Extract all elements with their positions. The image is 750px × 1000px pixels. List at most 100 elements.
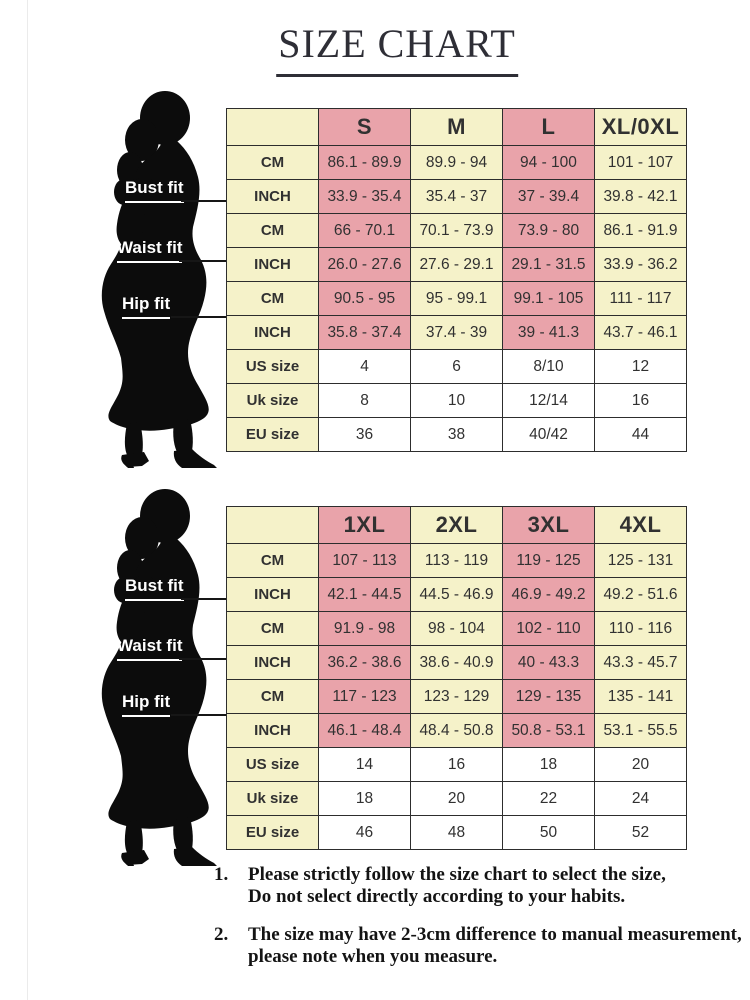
column-header: 4XL [594, 506, 687, 544]
value-cell: 98 - 104 [410, 611, 503, 646]
value-cell: 86.1 - 91.9 [594, 213, 687, 248]
value-cell: 4 [318, 349, 411, 384]
table-row: INCH 26.0 - 27.6 27.6 - 29.1 29.1 - 31.5 33.… [226, 247, 687, 282]
row-label: INCH [226, 645, 319, 680]
value-cell: 49.2 - 51.6 [594, 577, 687, 612]
table-row: CM 91.9 - 98 98 - 104 102 - 110 110 - 116 [226, 611, 687, 646]
value-cell: 44 [594, 417, 687, 452]
value-cell: 16 [594, 383, 687, 418]
value-cell: 26.0 - 27.6 [318, 247, 411, 282]
table-row: US size 14 16 18 20 [226, 747, 687, 782]
value-cell: 10 [410, 383, 503, 418]
hip-connector-line [171, 714, 227, 716]
value-cell: 125 - 131 [594, 543, 687, 578]
value-cell: 38 [410, 417, 503, 452]
corner-cell [226, 506, 319, 544]
value-cell: 40 - 43.3 [502, 645, 595, 680]
value-cell: 20 [410, 781, 503, 816]
value-cell: 12 [594, 349, 687, 384]
value-cell: 29.1 - 31.5 [502, 247, 595, 282]
value-cell: 38.6 - 40.9 [410, 645, 503, 680]
value-cell: 129 - 135 [502, 679, 595, 714]
table-row: EU size 36 38 40/42 44 [226, 417, 687, 452]
value-cell: 6 [410, 349, 503, 384]
page-title: SIZE CHART [276, 20, 518, 77]
value-cell: 86.1 - 89.9 [318, 145, 411, 180]
value-cell: 12/14 [502, 383, 595, 418]
table-row: US size 4 6 8/10 12 [226, 349, 687, 384]
value-cell: 8/10 [502, 349, 595, 384]
value-cell: 36.2 - 38.6 [318, 645, 411, 680]
note-line: Please strictly follow the size chart to… [248, 864, 666, 885]
bust-connector-line [181, 598, 227, 600]
row-label: INCH [226, 713, 319, 748]
page-edge-line [27, 0, 28, 1000]
notes-list: 1. Please strictly follow the size chart… [214, 864, 750, 984]
column-header: L [502, 108, 595, 146]
value-cell: 117 - 123 [318, 679, 411, 714]
table-row: CM 107 - 113 113 - 119 119 - 125 125 - 131 [226, 543, 687, 578]
value-cell: 39 - 41.3 [502, 315, 595, 350]
value-cell: 37 - 39.4 [502, 179, 595, 214]
value-cell: 35.8 - 37.4 [318, 315, 411, 350]
size-chart-section-2: Bust fit Waist fit Hip fit 1XL 2XL 3XL 4XL C… [0, 486, 750, 878]
value-cell: 16 [410, 747, 503, 782]
row-label: EU size [226, 815, 319, 850]
header-row: S M L XL/0XL [226, 108, 687, 146]
value-cell: 46.1 - 48.4 [318, 713, 411, 748]
hip-fit-label: Hip fit [122, 294, 171, 319]
value-cell: 8 [318, 383, 411, 418]
header-row: 1XL 2XL 3XL 4XL [226, 506, 687, 544]
row-label: US size [226, 349, 319, 384]
value-cell: 43.7 - 46.1 [594, 315, 687, 350]
value-cell: 36 [318, 417, 411, 452]
note-item: 1. Please strictly follow the size chart… [214, 864, 750, 907]
value-cell: 102 - 110 [502, 611, 595, 646]
bust-fit-label: Bust fit [125, 576, 184, 601]
note-text: Please strictly follow the size chart to… [248, 864, 750, 907]
value-cell: 89.9 - 94 [410, 145, 503, 180]
table-row: Uk size 8 10 12/14 16 [226, 383, 687, 418]
table-row: EU size 46 48 50 52 [226, 815, 687, 850]
row-label: US size [226, 747, 319, 782]
value-cell: 50.8 - 53.1 [502, 713, 595, 748]
value-cell: 70.1 - 73.9 [410, 213, 503, 248]
note-number: 1. [214, 864, 229, 885]
value-cell: 53.1 - 55.5 [594, 713, 687, 748]
row-label: CM [226, 679, 319, 714]
value-cell: 44.5 - 46.9 [410, 577, 503, 612]
table-row: CM 86.1 - 89.9 89.9 - 94 94 - 100 101 - 107 [226, 145, 687, 180]
value-cell: 24 [594, 781, 687, 816]
row-label: INCH [226, 247, 319, 282]
column-header: S [318, 108, 411, 146]
column-header: 3XL [502, 506, 595, 544]
table-row: INCH 35.8 - 37.4 37.4 - 39 39 - 41.3 43.7 - … [226, 315, 687, 350]
note-number: 2. [214, 924, 229, 945]
column-header: 2XL [410, 506, 503, 544]
value-cell: 48 [410, 815, 503, 850]
row-label: INCH [226, 315, 319, 350]
value-cell: 33.9 - 35.4 [318, 179, 411, 214]
value-cell: 22 [502, 781, 595, 816]
table-row: CM 66 - 70.1 70.1 - 73.9 73.9 - 80 86.1 - 91… [226, 213, 687, 248]
value-cell: 46 [318, 815, 411, 850]
value-cell: 90.5 - 95 [318, 281, 411, 316]
woman-silhouette-icon [55, 88, 235, 468]
note-text: The size may have 2-3cm difference to ma… [248, 924, 750, 967]
row-label: CM [226, 213, 319, 248]
value-cell: 50 [502, 815, 595, 850]
value-cell: 111 - 117 [594, 281, 687, 316]
value-cell: 95 - 99.1 [410, 281, 503, 316]
value-cell: 99.1 - 105 [502, 281, 595, 316]
row-label: CM [226, 543, 319, 578]
table-row: INCH 42.1 - 44.5 44.5 - 46.9 46.9 - 49.2 49.… [226, 577, 687, 612]
row-label: Uk size [226, 781, 319, 816]
value-cell: 46.9 - 49.2 [502, 577, 595, 612]
value-cell: 18 [502, 747, 595, 782]
size-table-s-to-xl: S M L XL/0XL CM 86.1 - 89.9 89.9 - 94 94 - 100 1… [226, 108, 687, 452]
value-cell: 113 - 119 [410, 543, 503, 578]
value-cell: 101 - 107 [594, 145, 687, 180]
row-label: CM [226, 611, 319, 646]
woman-silhouette-icon [55, 486, 235, 866]
